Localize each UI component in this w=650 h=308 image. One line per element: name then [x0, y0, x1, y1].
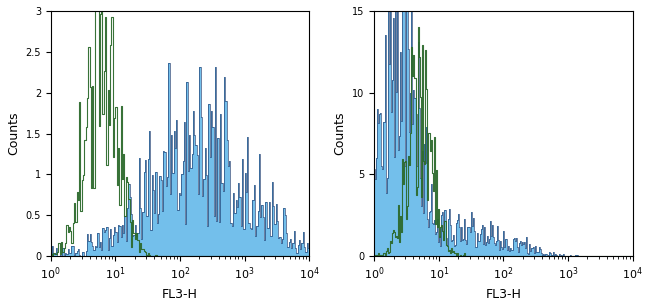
X-axis label: FL3-H: FL3-H	[486, 288, 521, 301]
X-axis label: FL3-H: FL3-H	[162, 288, 198, 301]
Y-axis label: Counts: Counts	[7, 112, 20, 155]
Y-axis label: Counts: Counts	[333, 112, 346, 155]
